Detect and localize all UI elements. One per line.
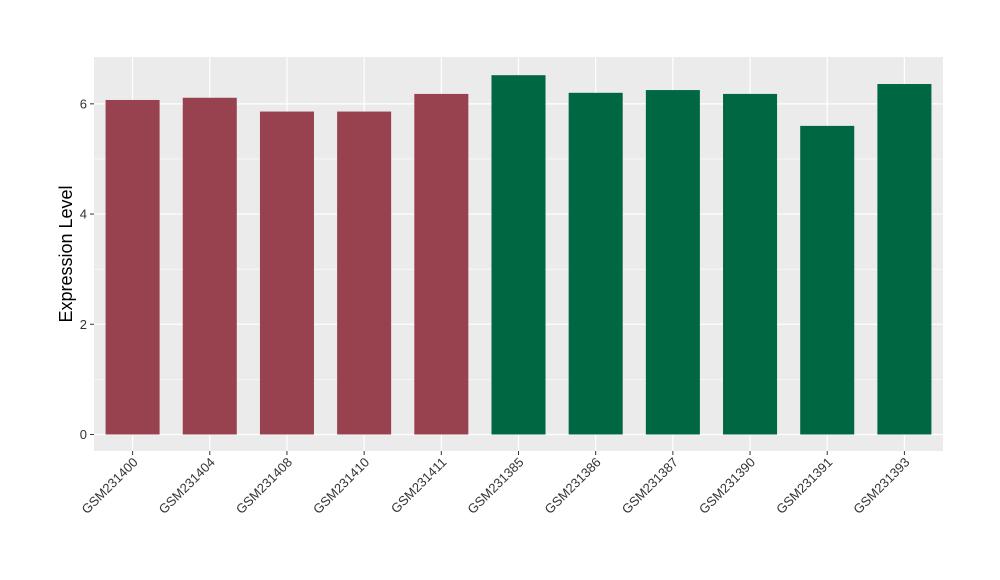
- bar-gsm231400: [105, 99, 160, 435]
- y-tick-label: 6: [80, 96, 87, 111]
- bar-gsm231404: [182, 97, 237, 435]
- bar-gsm231391: [800, 125, 855, 435]
- bar-gsm231393: [877, 84, 932, 435]
- bar-gsm231390: [723, 93, 778, 435]
- x-axis: GSM231400 GSM231404 GSM231408 GSM231410 GSM2…: [78, 451, 913, 517]
- bar-gsm231411: [414, 93, 469, 435]
- x-tick-label: GSM231390: [696, 455, 758, 517]
- x-tick-label: GSM231387: [619, 455, 681, 517]
- y-axis-title: Expression Level: [56, 185, 76, 322]
- y-tick-label: 4: [80, 207, 87, 222]
- x-tick-label: GSM231386: [542, 455, 604, 517]
- y-tick-label: 2: [80, 317, 87, 332]
- x-tick-label: GSM231410: [310, 455, 372, 517]
- x-tick-label: GSM231411: [388, 455, 450, 517]
- x-tick-label: GSM231404: [156, 455, 218, 517]
- y-axis: 0 2 4 6: [80, 96, 94, 442]
- bar-gsm231387: [645, 90, 700, 435]
- bar-gsm231385: [491, 75, 546, 435]
- y-tick-label: 0: [80, 427, 87, 442]
- bar-gsm231408: [259, 111, 314, 435]
- x-tick-label: GSM231408: [233, 455, 295, 517]
- x-tick-label: GSM231400: [78, 455, 140, 517]
- bar-gsm231386: [568, 92, 623, 435]
- x-tick-label: GSM231385: [464, 455, 526, 517]
- bars-group: [105, 75, 932, 435]
- x-tick-label: GSM231393: [850, 455, 912, 517]
- x-tick-label: GSM231391: [773, 455, 835, 517]
- bar-gsm231410: [337, 111, 392, 435]
